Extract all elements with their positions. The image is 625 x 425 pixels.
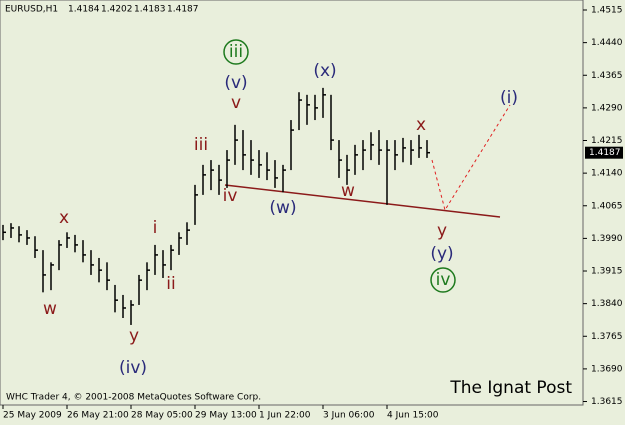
wave-label: iii bbox=[229, 42, 243, 62]
wave-label: iii bbox=[194, 135, 208, 155]
plot-area bbox=[0, 0, 584, 406]
y-tick-label: 1.3615 bbox=[591, 397, 623, 407]
y-tick-label: 1.4515 bbox=[591, 6, 623, 16]
last-price-box bbox=[585, 146, 623, 159]
quote-value: 1.4202 bbox=[101, 5, 133, 15]
x-tick-label: 28 May 05:00 bbox=[131, 411, 193, 421]
wave-label: w bbox=[341, 181, 355, 201]
wave-label: y bbox=[437, 221, 447, 241]
y-tick-label: 1.4290 bbox=[591, 103, 623, 113]
wave-label: w bbox=[43, 299, 57, 319]
wave-label: i bbox=[153, 218, 158, 238]
wave-label: x bbox=[59, 208, 69, 228]
chart-title: EURUSD,H1 bbox=[5, 5, 58, 15]
wave-label: (v) bbox=[224, 73, 247, 93]
wave-label: (y) bbox=[430, 244, 453, 264]
y-tick-label: 1.4365 bbox=[591, 71, 623, 81]
wave-label: (x) bbox=[313, 61, 336, 81]
wave-label: (i) bbox=[500, 88, 518, 108]
projection-line bbox=[431, 104, 511, 212]
quote-value: 1.4187 bbox=[167, 5, 199, 15]
wave-label: (w) bbox=[269, 198, 296, 218]
y-tick-label: 1.3990 bbox=[591, 234, 623, 244]
annotation-circle bbox=[430, 267, 456, 293]
x-tick-label: 25 May 2009 bbox=[3, 411, 62, 421]
annotation-circle bbox=[223, 39, 249, 65]
y-tick-label: 1.3915 bbox=[591, 267, 623, 277]
wave-label: (iv) bbox=[119, 358, 147, 378]
quote-value: 1.4183 bbox=[134, 5, 166, 15]
wave-label: iv bbox=[436, 270, 451, 290]
watermark: The Ignat Post bbox=[449, 378, 572, 398]
wave-label: x bbox=[416, 115, 426, 135]
x-tick-label: 29 May 13:00 bbox=[195, 411, 257, 421]
last-price-label: 1.4187 bbox=[589, 148, 621, 158]
y-tick-label: 1.3690 bbox=[591, 364, 623, 374]
y-tick-label: 1.4215 bbox=[591, 136, 623, 146]
copyright: WHC Trader 4, © 2001-2008 MetaQuotes Sof… bbox=[6, 393, 261, 403]
x-tick-label: 4 Jun 15:00 bbox=[387, 411, 439, 421]
x-tick-label: 3 Jun 06:00 bbox=[323, 411, 375, 421]
wave-label: ii bbox=[166, 274, 175, 294]
y-tick-label: 1.4140 bbox=[591, 169, 623, 179]
y-tick-label: 1.3840 bbox=[591, 299, 623, 309]
wave-label: iv bbox=[223, 186, 238, 206]
quote-value: 1.4184 bbox=[68, 5, 100, 15]
trend-line bbox=[224, 184, 501, 218]
x-tick-label: 1 Jun 22:00 bbox=[259, 411, 311, 421]
y-tick-label: 1.4065 bbox=[591, 201, 623, 211]
x-tick-label: 26 May 21:00 bbox=[67, 411, 129, 421]
wave-label: v bbox=[231, 93, 241, 113]
y-tick-label: 1.3765 bbox=[591, 332, 623, 342]
y-tick-label: 1.4440 bbox=[591, 38, 623, 48]
wave-label: y bbox=[129, 326, 139, 346]
